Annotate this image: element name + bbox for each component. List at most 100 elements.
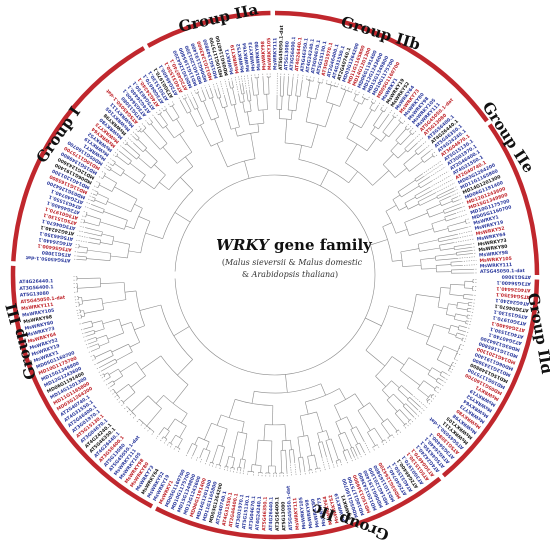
tree-stem [456,307,468,311]
tree-stem [102,299,127,304]
sub-amp2: & [242,270,252,279]
tree-stem [439,242,454,246]
tree-stem [369,402,384,422]
tree-stem [87,249,111,254]
tree-leaf-branch [471,302,476,304]
tree-leaf-branch [242,468,245,475]
tree-stem [86,214,101,220]
tree-stem [291,77,294,96]
leaf-label: MsWRKY111 [21,302,54,312]
tree-arc [251,464,262,466]
tree-stem [302,457,306,471]
tree-stem [94,199,107,205]
tree-stem [86,227,103,233]
tree-stem [145,232,163,239]
tree-arc [326,101,340,107]
tree-arc [174,418,187,427]
tree-stem [401,385,413,395]
tree-stem [350,448,355,457]
tree-stem [91,200,95,202]
tree-arc [451,362,454,366]
tree-arc [175,434,183,440]
tree-arc [109,253,112,261]
tree-stem [111,343,129,353]
tree-stem [203,100,212,121]
tree-stem [144,149,158,162]
tree-arc [340,88,345,90]
tree-stem [464,287,473,289]
tree-stem [347,449,352,458]
tree-leaf-branch [152,114,155,118]
tree-stem [443,345,458,352]
tree-stem [352,446,358,456]
tree-stem [141,355,162,371]
tree-leaf-branch [101,171,106,174]
tree-leaf-branch [94,362,98,366]
tree-stem [314,454,318,469]
tree-stem [298,457,301,472]
tree-leaf-branch [78,225,87,229]
tree-stem [437,359,451,367]
tree-stem [87,336,96,341]
tree-leaf-branch [155,111,159,116]
tree-leaf-branch [204,460,207,465]
tree-arc [98,219,102,227]
tree-leaf-branch [454,358,459,361]
tree-stem [419,196,438,206]
tree-arc [307,79,314,82]
tree-arc [148,426,155,432]
tree-stem [326,85,332,103]
tree-leaf-branch [208,462,211,467]
tree-stem [90,208,104,214]
tree-leaf-branch [448,370,453,373]
tree-leaf-branch [367,96,370,101]
tree-stem [397,179,416,193]
tree-arc [436,345,444,360]
tree-stem [423,380,436,389]
tree-leaf-branch [415,413,420,417]
leaf-label: AT5G46350.1 [261,496,268,530]
tree-leaf-branch [79,322,84,325]
tree-leaf-branch [130,133,134,137]
tree-stem [247,111,250,125]
tree-arc [437,238,440,242]
tree-leaf-branch [158,109,162,113]
tree-leaf-branch [454,209,467,214]
tree-arc [306,121,326,128]
tree-leaf-branch [456,353,461,356]
tree-leaf-branch [437,387,442,390]
tree-leaf-branch [424,144,430,150]
tree-leaf-branch [461,264,477,266]
tree-leaf-branch [81,215,86,218]
tree-leaf-branch [315,468,317,473]
tree-stem [221,428,228,447]
tree-arc [133,208,143,229]
tree-leaf-branch [464,331,469,333]
tree-arc [399,357,410,371]
tree-stem [297,437,301,458]
tree-stem [335,421,341,435]
tree-leaf-branch [80,328,85,331]
tree-leaf-branch [98,176,103,179]
tree-stem [398,206,407,211]
tree-arc [237,131,259,137]
tree-leaf-branch [359,453,362,458]
tree-stem [159,427,165,435]
tree-stem [211,97,219,118]
tree-leaf-branch [456,213,468,219]
tree-leaf-branch [416,137,424,144]
tree-leaf-branch [226,467,229,472]
center-title-block: WRKY gene family (Malus sieversii & Malu… [216,236,373,279]
tree-arc [174,130,185,139]
tree-stem [433,323,450,330]
tree-arc [228,456,235,459]
tree-leaf-branch [109,158,114,161]
tree-leaf-branch [428,399,433,402]
tree-stem [89,242,100,245]
tree-stem [99,358,116,368]
tree-arc [258,439,272,442]
tree-arc [237,431,248,434]
tree-arc [247,470,254,473]
tree-arc [427,367,433,375]
tree-leaf-branch [465,327,470,329]
